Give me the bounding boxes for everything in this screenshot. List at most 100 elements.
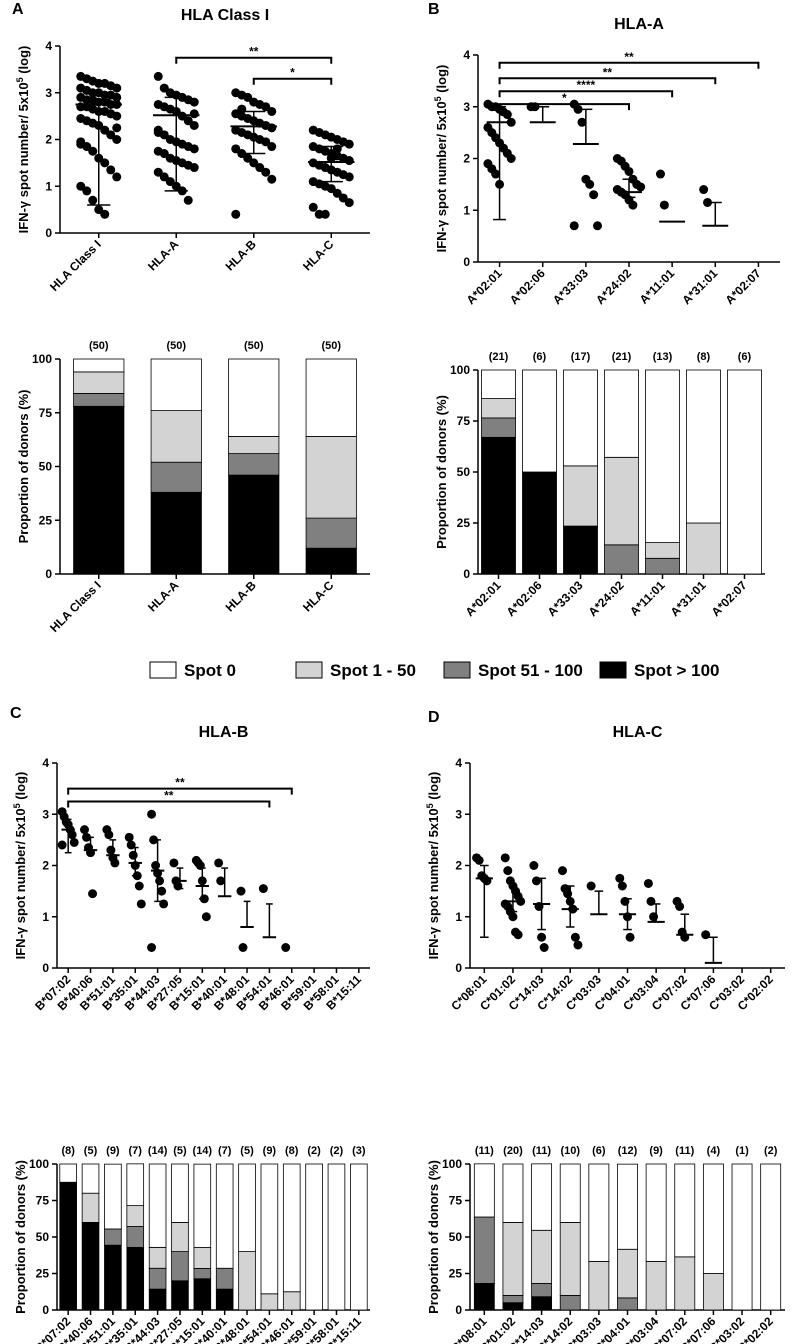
x-tick-label: A*02:06 — [507, 266, 548, 307]
y-axis-label: IFN-γ spot number/ 5x105 (log) — [15, 46, 31, 234]
count-label: (9) — [649, 1145, 663, 1157]
legend-label: Spot 1 - 50 — [330, 661, 416, 680]
count-label: (11) — [475, 1145, 494, 1157]
count-label: (8) — [285, 1145, 299, 1157]
y-axis-label-part: (log) — [13, 772, 28, 804]
bar-segment — [674, 1163, 696, 1258]
y-tick-label: 2 — [45, 133, 52, 147]
significance-bracket — [498, 90, 674, 98]
x-tick-label: HLA Class I — [47, 237, 104, 294]
bar-segment — [686, 369, 721, 524]
y-axis-label: Proportion of donors (%) — [16, 390, 31, 544]
data-point — [155, 876, 165, 886]
data-point — [57, 840, 67, 850]
bar-segment — [531, 1163, 553, 1231]
data-point — [513, 930, 523, 940]
data-point — [151, 861, 161, 870]
bar-segment — [193, 1163, 212, 1248]
y-tick-label: 100 — [450, 363, 470, 377]
y-tick-label: 0 — [455, 961, 462, 975]
data-point — [655, 169, 665, 179]
data-point — [183, 195, 193, 205]
data-point — [537, 932, 547, 942]
bar-segment — [305, 358, 357, 437]
x-tick-label: A*02:01 — [464, 266, 505, 307]
bar-segment — [531, 1229, 553, 1284]
data-point — [238, 943, 248, 952]
bar-segment — [481, 369, 516, 399]
data-point — [529, 861, 539, 870]
significance-label: * — [562, 91, 567, 105]
y-tick-label: 2 — [42, 859, 49, 873]
data-point — [88, 889, 98, 899]
y-tick-label: 100 — [29, 1157, 49, 1171]
data-point — [231, 209, 241, 219]
y-tick-label: 25 — [457, 516, 471, 530]
bar-segment — [148, 1267, 167, 1290]
count-label: (50) — [244, 340, 264, 352]
data-point — [100, 209, 110, 219]
data-point — [589, 190, 599, 200]
y-axis-label: IFN-γ spot number/ 5x105 (log) — [425, 772, 441, 960]
data-point — [261, 167, 271, 177]
data-point — [557, 866, 567, 876]
data-point — [577, 117, 587, 127]
data-point — [474, 855, 484, 865]
legend-swatch — [149, 661, 177, 679]
bar-segment — [702, 1163, 724, 1274]
data-point — [112, 92, 122, 102]
data-point — [267, 174, 277, 184]
data-point — [508, 912, 518, 922]
data-point — [112, 83, 122, 93]
y-tick-label: 3 — [455, 807, 462, 821]
count-label: (14) — [148, 1145, 168, 1157]
count-label: (50) — [321, 340, 341, 352]
y-tick-label: 0 — [42, 961, 49, 975]
data-point — [153, 71, 163, 81]
bar-segment — [563, 525, 598, 575]
significance-label: ** — [164, 788, 174, 802]
bar-segment — [473, 1163, 495, 1218]
significance-label: ** — [249, 45, 259, 59]
y-tick-label: 50 — [39, 460, 53, 474]
data-point — [189, 120, 199, 130]
bar-segment — [522, 369, 557, 473]
bar-segment — [604, 456, 639, 546]
x-tick-label: A*11:01 — [627, 578, 668, 619]
x-tick-label: A*02:07 — [709, 578, 750, 619]
data-point — [76, 137, 86, 147]
bar-segment — [171, 1222, 189, 1253]
count-label: (12) — [618, 1145, 638, 1157]
bar-segment — [473, 1283, 495, 1311]
bar-segment — [104, 1244, 122, 1311]
count-label: (3) — [352, 1145, 366, 1157]
bar-segment — [73, 405, 125, 575]
data-point — [106, 109, 116, 119]
bar-segment — [588, 1260, 610, 1311]
bar-segment — [282, 1291, 301, 1311]
significance-label: * — [290, 66, 295, 80]
data-point — [573, 940, 583, 950]
count-label: (10) — [560, 1145, 580, 1157]
data-point — [124, 832, 134, 842]
significance-bracket — [252, 77, 333, 85]
data-point — [586, 881, 596, 891]
data-point — [320, 209, 330, 219]
x-tick-label: HLA-B — [223, 578, 260, 615]
bar-segment — [481, 417, 516, 438]
data-point — [236, 886, 246, 896]
bar-segment — [193, 1267, 212, 1280]
count-label: (17) — [571, 351, 591, 363]
bar-segment — [81, 1222, 100, 1311]
chart-title: HLA Class I — [181, 7, 269, 24]
data-point — [659, 200, 669, 210]
data-point — [189, 163, 199, 173]
significance-bracket — [498, 61, 760, 69]
bar-segment — [193, 1278, 212, 1311]
data-point — [625, 932, 635, 942]
data-point — [617, 881, 627, 891]
bar-segment — [59, 1163, 77, 1183]
count-label: (6) — [533, 351, 547, 363]
data-point — [267, 142, 277, 152]
bar-segment — [238, 1163, 256, 1252]
